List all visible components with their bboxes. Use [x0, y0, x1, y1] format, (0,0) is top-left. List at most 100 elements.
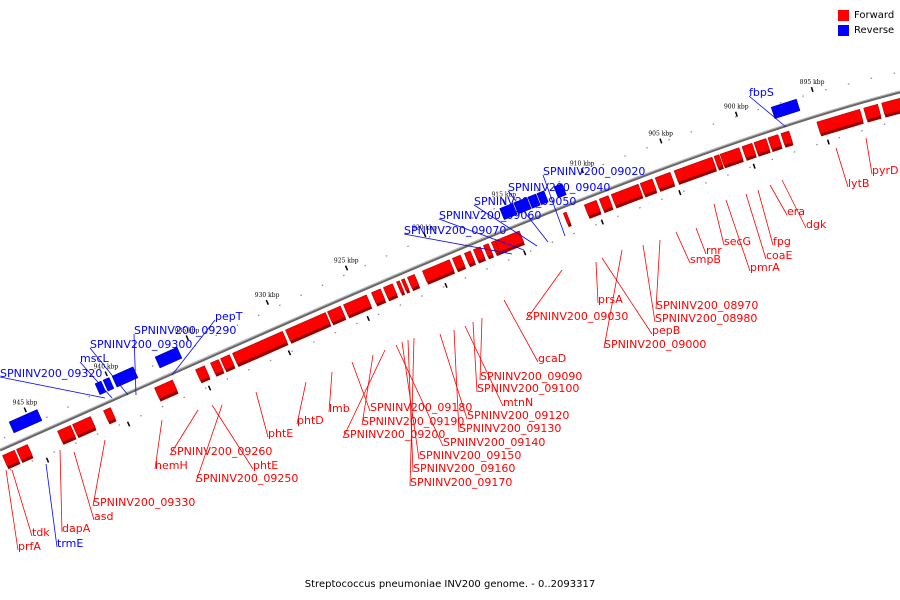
forward-label-27-leader [595, 261, 599, 304]
reverse-swatch [838, 25, 849, 36]
forward-gene-35 [741, 142, 757, 161]
forward-gene-20 [451, 254, 467, 273]
forward-label-3-leader [59, 449, 63, 533]
tick-mark [659, 138, 663, 144]
forward-gene-23 [482, 243, 494, 260]
forward-label-20-leader [439, 333, 468, 420]
forward-gene-3 [57, 425, 77, 445]
forward-label-10-leader [255, 391, 269, 438]
tick-mark [580, 168, 584, 174]
tick-label: 900 kbp [724, 104, 749, 111]
forward-label-18: SPNINV200_09160 [413, 462, 515, 475]
forward-label-21-leader [453, 329, 460, 433]
forward-label-9-leader [195, 404, 223, 483]
forward-gene-34 [719, 147, 744, 169]
forward-gene-27 [583, 199, 602, 219]
forward-strand-genes [2, 97, 900, 470]
forward-label-31: SPNINV200_08970 [656, 299, 758, 312]
forward-gene-15 [383, 283, 399, 302]
reverse-label-5-leader [171, 319, 216, 376]
reverse-gene-3 [102, 377, 115, 392]
forward-gene-11 [285, 312, 332, 344]
forward-gene-21 [463, 250, 477, 268]
kbp-ticks: 945 kbp 940 kbp 935 kbp 930 kbp 925 kbp 920 k… [13, 79, 830, 463]
forward-gene-12 [327, 305, 347, 326]
reverse-gene-4 [111, 366, 139, 388]
reverse-gene-2 [94, 380, 107, 396]
tick-label: 940 kbp [94, 363, 119, 370]
reverse-label-10: SPNINV200_09020 [543, 165, 645, 178]
tick-label: 945 kbp [13, 399, 38, 406]
tick-label: 895 kbp [800, 79, 825, 86]
forward-label-32: smpB [690, 253, 721, 266]
forward-swatch [838, 10, 849, 21]
tick-label: 915 kbp [491, 192, 516, 199]
forward-label-9: SPNINV200_09250 [196, 472, 298, 485]
forward-label-14-leader [361, 354, 374, 426]
gene-labels: SPNINV200_09320mscLSPNINV200_09300SPNINV… [0, 86, 899, 553]
forward-gene-30 [639, 178, 658, 198]
tick-8: 910 kbp [570, 160, 604, 225]
forward-label-40: lytB [848, 177, 869, 190]
forward-label-6: hemH [155, 459, 188, 472]
forward-label-34-leader [713, 203, 725, 246]
forward-gene-4 [72, 416, 97, 439]
reverse-gene-7 [513, 197, 532, 215]
forward-label-30: SPNINV200_08980 [655, 312, 757, 325]
tick-mark [810, 86, 814, 93]
forward-gene-29 [610, 183, 644, 209]
tick-mark [23, 407, 27, 413]
reverse-label-11-leader [748, 95, 787, 128]
forward-label-3: dapA [62, 522, 91, 535]
tick-mark [185, 335, 189, 341]
forward-label-10: phtE [268, 427, 293, 440]
forward-label-13: SPNINV200_09180 [370, 401, 472, 414]
forward-label-11-leader [296, 381, 307, 425]
forward-gene-13 [343, 294, 373, 319]
forward-label-26-leader [525, 269, 563, 321]
forward-gene-38 [780, 130, 794, 148]
forward-label-8: phtE [253, 459, 278, 472]
tick-label: 935 kbp [175, 327, 200, 334]
forward-label-22: mtnN [503, 396, 533, 409]
forward-gene-22 [472, 246, 487, 264]
tick-label: 910 kbp [570, 160, 595, 167]
genome-caption: Streptococcus pneumoniae INV200 genome. … [304, 579, 596, 590]
tick-mark [344, 265, 349, 271]
reverse-label-4-leader [133, 333, 137, 396]
forward-label-2-leader [11, 469, 33, 537]
tick-11: 895 kbp [800, 79, 830, 145]
reverse-label-6-leader [403, 233, 513, 255]
forward-gene-37 [767, 134, 783, 153]
forward-label-5-leader [92, 439, 106, 507]
forward-label-15-leader [342, 349, 386, 439]
forward-label-24: SPNINV200_09090 [480, 370, 582, 383]
forward-label-8-leader [211, 404, 254, 470]
reverse-label-5: pepT [215, 310, 243, 323]
tick-label: 920 kbp [412, 224, 437, 231]
tick-label: 925 kbp [334, 258, 359, 265]
forward-gene-40 [863, 103, 882, 123]
forward-label-2: tdk [32, 526, 50, 539]
forward-label-29-leader [603, 249, 623, 349]
forward-label-39: dgk [806, 218, 827, 231]
forward-gene-10 [232, 330, 289, 368]
forward-label-36: coaE [766, 249, 793, 262]
forward-label-35-leader [725, 199, 751, 272]
legend-forward: Forward [838, 8, 894, 23]
forward-label-7: SPNINV200_09260 [170, 445, 272, 458]
tick-6: 920 kbp [412, 224, 448, 289]
forward-label-26: SPNINV200_09030 [526, 310, 628, 323]
forward-label-5: SPNINV200_09330 [93, 496, 195, 509]
forward-label-20: SPNINV200_09120 [467, 409, 569, 422]
forward-label-19: SPNINV200_09170 [410, 476, 512, 489]
reverse-label-8-leader [473, 204, 538, 247]
forward-label-7-leader [169, 409, 199, 456]
reverse-strand-genes [8, 98, 801, 434]
forward-gene-31 [654, 171, 676, 192]
forward-gene-19 [422, 259, 456, 285]
forward-gene-28 [598, 195, 614, 214]
tick-2: 940 kbp [94, 363, 131, 427]
forward-label-1-leader [5, 469, 19, 551]
